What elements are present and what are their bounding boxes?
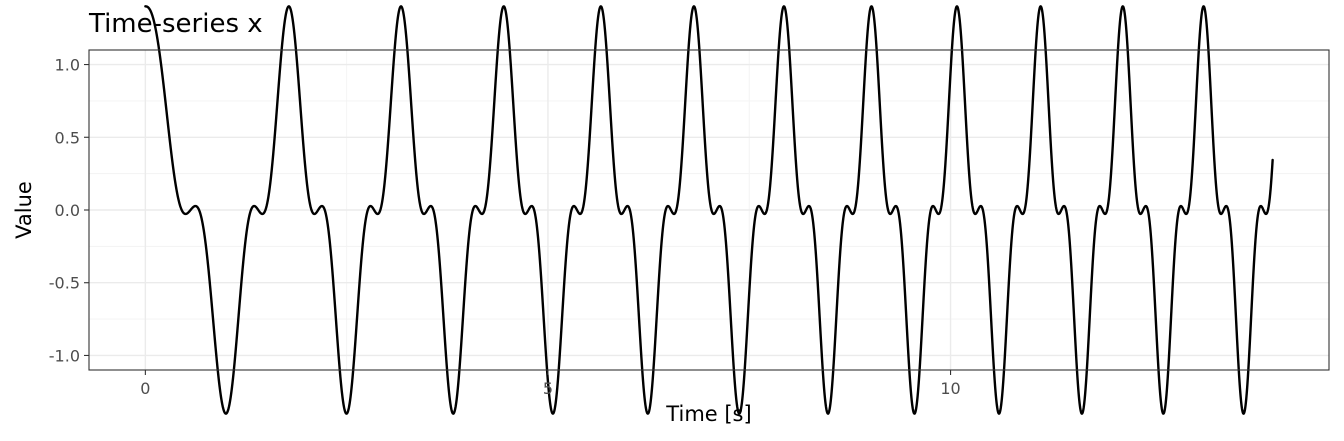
x-axis-title: Time [s] [665, 402, 751, 426]
x-tick-label: 0 [140, 379, 150, 398]
x-tick-label: 5 [543, 379, 553, 398]
y-axis-title: Value [12, 181, 36, 239]
x-tick-label: 10 [940, 379, 960, 398]
y-tick-label: 0.0 [55, 201, 80, 220]
series-line [144, 5, 1274, 415]
x-axis: 0 5 10 [140, 370, 961, 398]
y-tick-label: 1.0 [55, 56, 80, 75]
series-layer [144, 5, 1274, 415]
y-axis: -1.0 -0.5 0.0 0.5 1.0 [49, 56, 89, 365]
y-tick-label: 0.5 [55, 128, 80, 147]
y-tick-label: -0.5 [49, 274, 80, 293]
y-tick-label: -1.0 [49, 346, 80, 365]
grid [89, 50, 1329, 370]
chart-title: Time-series x [88, 9, 263, 39]
